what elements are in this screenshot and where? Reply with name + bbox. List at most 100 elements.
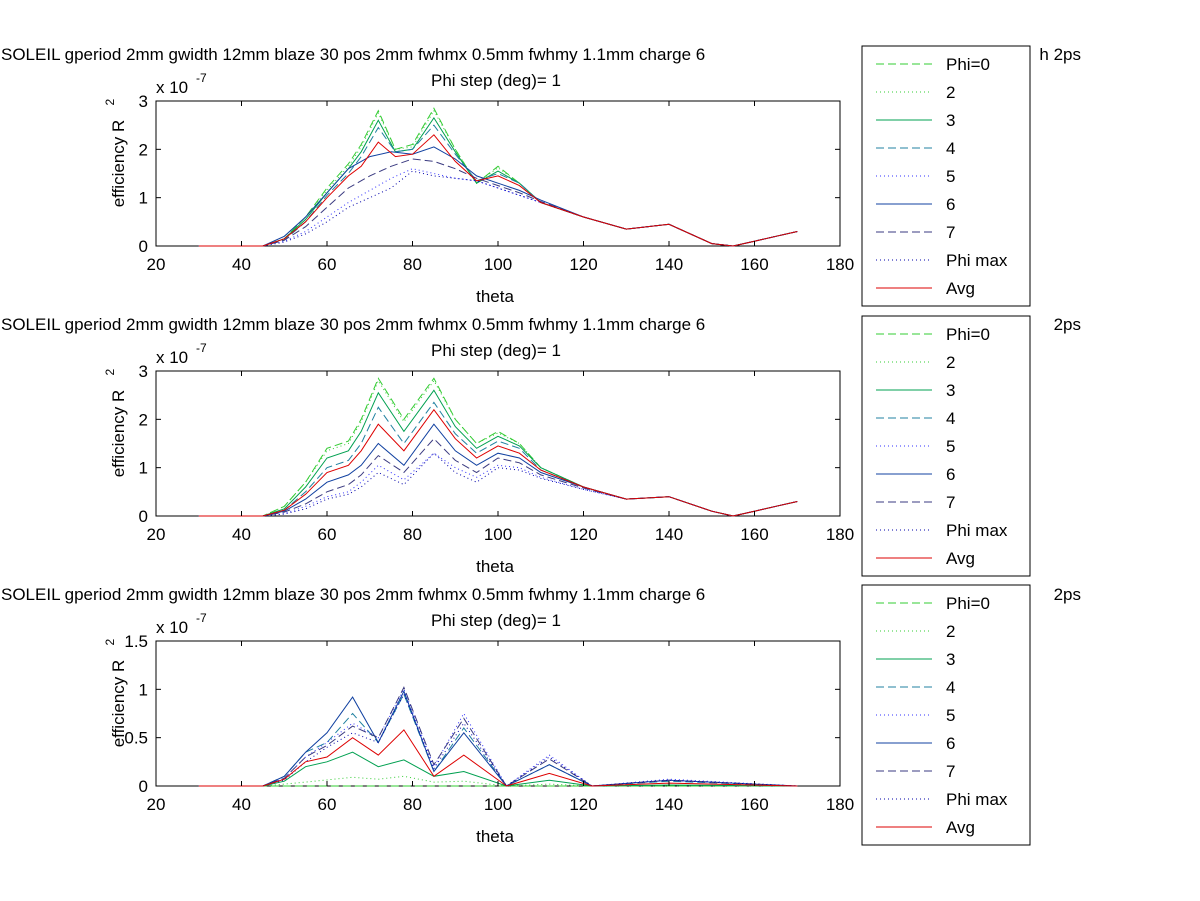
x-tick-label: 160: [740, 255, 768, 274]
legend-label-3: 3: [946, 381, 955, 400]
x-tick-label: 100: [484, 795, 512, 814]
legend-label-5: 5: [946, 167, 955, 186]
series-line-9: [198, 408, 798, 517]
x-tick-label: 60: [318, 525, 337, 544]
legend: Phi=0 2 3 4 5 6 7 Phi max Avg: [861, 315, 1031, 577]
x-axis-label: theta: [476, 287, 514, 306]
legend-label-8: Phi max: [946, 521, 1008, 540]
legend: Phi=0 2 3 4 5 6 7 Phi max Avg: [861, 45, 1031, 307]
chart-title: SOLEIL gperiod 2mm gwidth 12mm blaze 30 …: [1, 585, 705, 604]
y-axis-label-group: efficiency R 2: [103, 369, 128, 478]
chart-title-tail: 2ps: [1054, 585, 1081, 604]
legend-label-3: 3: [946, 650, 955, 669]
series-group: [198, 377, 798, 517]
y-tick-label: 0: [139, 507, 148, 526]
series-line-7: [198, 686, 798, 787]
series-line-7: [198, 158, 798, 247]
x-tick-label: 100: [484, 255, 512, 274]
y-axis-label: efficiency R: [109, 390, 128, 478]
legend: Phi=0 2 3 4 5 6 7 Phi max Avg: [861, 584, 1031, 846]
x-tick-label: 140: [655, 255, 683, 274]
legend-label-4: 4: [946, 409, 955, 428]
y-tick-label: 0: [139, 237, 148, 256]
x-tick-label: 180: [826, 795, 854, 814]
y-tick-label: 0.5: [124, 729, 148, 748]
x-tick-label: 40: [232, 255, 251, 274]
legend-label-9: Avg: [946, 279, 975, 298]
series-line-2: [198, 775, 798, 787]
chart-subtitle: Phi step (deg)= 1: [431, 71, 561, 90]
y-axis-label-superscript: 2: [103, 639, 117, 646]
y-tick-label: 0: [139, 777, 148, 796]
exponent-label: x 10: [156, 618, 188, 637]
legend-label-1: Phi=0: [946, 325, 990, 344]
x-tick-label: 160: [740, 525, 768, 544]
y-tick-label: 2: [139, 140, 148, 159]
legend-label-4: 4: [946, 139, 955, 158]
y-tick-label: 3: [139, 92, 148, 111]
legend-label-2: 2: [946, 83, 955, 102]
legend-label-6: 6: [946, 195, 955, 214]
x-axis-label: theta: [476, 827, 514, 846]
legend-label-1: Phi=0: [946, 55, 990, 74]
y-axis-label: efficiency R: [109, 120, 128, 208]
plot-panel-2: 20 40 60 80 100 120 140 160 180 0 1 2 3 x 10 -7 theta ef…: [1, 315, 1081, 577]
chart-subtitle: Phi step (deg)= 1: [431, 611, 561, 630]
series-group: [198, 107, 798, 247]
y-tick-label: 1.5: [124, 632, 148, 651]
x-tick-label: 20: [147, 525, 166, 544]
x-tick-label: 100: [484, 525, 512, 544]
x-tick-label: 140: [655, 525, 683, 544]
legend-label-2: 2: [946, 353, 955, 372]
x-tick-label: 80: [403, 255, 422, 274]
series-line-7: [198, 437, 798, 517]
x-tick-label: 180: [826, 255, 854, 274]
y-axis-label-group: efficiency R 2: [103, 99, 128, 208]
legend-box: [861, 315, 1031, 577]
x-tick-label: 80: [403, 795, 422, 814]
legend-label-8: Phi max: [946, 251, 1008, 270]
y-tick-label: 1: [139, 680, 148, 699]
y-tick-label: 3: [139, 362, 148, 381]
y-axis-label: efficiency R: [109, 660, 128, 748]
chart-title: SOLEIL gperiod 2mm gwidth 12mm blaze 30 …: [1, 315, 705, 334]
x-tick-label: 180: [826, 525, 854, 544]
x-tick-label: 40: [232, 795, 251, 814]
legend-label-7: 7: [946, 223, 955, 242]
legend-label-5: 5: [946, 437, 955, 456]
chart-title: SOLEIL gperiod 2mm gwidth 12mm blaze 30 …: [1, 45, 705, 64]
chart-title-tail: h 2ps: [1039, 45, 1081, 64]
x-tick-label: 60: [318, 255, 337, 274]
y-axis-label-superscript: 2: [103, 99, 117, 106]
exponent-superscript: -7: [196, 341, 207, 355]
chart-subtitle: Phi step (deg)= 1: [431, 341, 561, 360]
y-tick-label: 1: [139, 459, 148, 478]
legend-label-9: Avg: [946, 818, 975, 837]
y-tick-label: 1: [139, 189, 148, 208]
x-tick-label: 140: [655, 795, 683, 814]
exponent-label: x 10: [156, 348, 188, 367]
legend-label-3: 3: [946, 111, 955, 130]
legend-label-4: 4: [946, 678, 955, 697]
legend-label-7: 7: [946, 762, 955, 781]
x-tick-label: 80: [403, 525, 422, 544]
x-tick-label: 120: [569, 795, 597, 814]
x-tick-label: 20: [147, 795, 166, 814]
x-tick-label: 120: [569, 255, 597, 274]
y-axis-label-group: efficiency R 2: [103, 639, 128, 748]
legend-label-2: 2: [946, 622, 955, 641]
x-tick-label: 40: [232, 525, 251, 544]
exponent-superscript: -7: [196, 611, 207, 625]
plot-panel-3: 20 40 60 80 100 120 140 160 180 0 0.5 1 1.5 x 10 -7 the…: [1, 584, 1081, 846]
legend-label-9: Avg: [946, 549, 975, 568]
chart-title-tail: 2ps: [1054, 315, 1081, 334]
series-line-5: [198, 452, 798, 517]
series-line-9: [198, 729, 798, 787]
legend-label-6: 6: [946, 465, 955, 484]
legend-label-7: 7: [946, 493, 955, 512]
legend-label-1: Phi=0: [946, 594, 990, 613]
exponent-superscript: -7: [196, 71, 207, 85]
series-line-8: [198, 693, 798, 787]
series-line-9: [198, 134, 798, 247]
